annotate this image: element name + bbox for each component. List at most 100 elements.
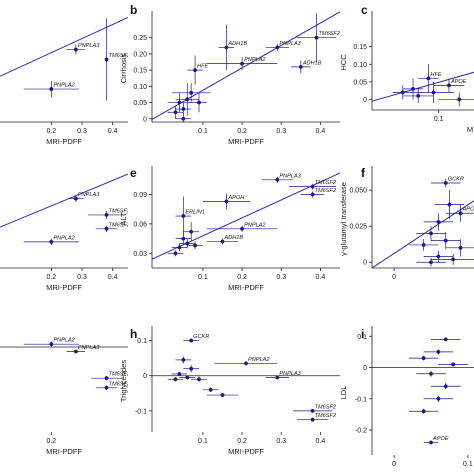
x-axis-label: MRI-PDFF [228,283,264,292]
y-tick-label: -0.1 [355,396,367,403]
data-point [438,362,468,367]
data-point [413,81,455,103]
data-point [402,78,424,100]
x-tick-label: 0.2 [237,128,247,135]
point-marker [104,57,109,62]
x-tick-label: 0.2 [237,438,247,445]
y-tick-label: 0.1 [357,334,367,341]
x-tick-label: 0.4 [316,274,326,281]
point-marker [73,196,78,201]
data-point [423,213,454,231]
data-point [408,355,439,361]
data-point: HFE [418,64,442,93]
data-point [183,365,199,373]
data-point: PNPLA3 [68,192,100,202]
data-point [423,250,454,263]
point-marker [429,440,433,445]
data-point [175,83,199,116]
x-tick-label: 0.4 [108,128,118,135]
data-point: PNPLA3 [261,173,302,183]
data-point [167,250,184,257]
x-tick-label: 0.3 [276,274,286,281]
data-point [206,392,239,398]
point-label: HFE [197,64,208,70]
point-marker [104,376,109,381]
point-marker [275,45,280,50]
point-marker [49,239,54,244]
panel-letter: h [130,327,137,341]
x-tick-label: 0.1 [434,116,444,123]
panel-h: h0.1 0.2 0.3 0.4-0.100.1MRI-PDFFTriglycerid… [119,326,340,456]
x-tick-label: 0.3 [77,274,87,281]
data-point: HFE [187,55,209,85]
point-label: APOE [432,436,449,442]
point-marker [244,361,248,366]
data-point: PNPLA3 [66,345,100,354]
data-point [392,85,414,100]
point-marker [429,371,433,376]
data-point: PNPLA3 [265,371,302,380]
point-marker [411,86,415,91]
data-point: TM6SF2 [300,188,337,198]
x-tick-label: 0.3 [276,438,286,445]
y-tick-label: 0.025 [349,224,367,231]
x-tick-label: 0.2 [237,274,247,281]
point-marker [310,184,315,189]
point-marker [220,393,225,397]
y-tick-label: 0.15 [133,68,147,75]
panel-a: 0.2 0.3 0.4 MRI-PDFF TM6SF2 PNPLA3 PNPLA2 [0,17,128,146]
x-tick-label: 0.4 [316,128,326,135]
data-point: TM6SF2 [296,13,340,63]
point-marker [49,342,54,347]
data-point [202,387,219,392]
point-marker [181,357,186,362]
regression-line [372,200,474,269]
point-label: ADH1B [227,41,247,47]
data-point [431,337,461,342]
panel-letter: b [130,3,137,17]
point-marker [240,61,244,66]
y-tick-label: 0.15 [353,44,367,51]
data-point: TM6SF2 [293,404,337,413]
data-point: APOH [202,193,250,210]
point-label: PNPLA3 [78,345,100,351]
data-point: PNPLA2 [214,357,278,366]
data-point [416,226,446,241]
point-marker [177,245,182,250]
point-marker [208,387,213,392]
data-point: PNPLA2 [23,235,79,246]
point-marker [220,239,225,244]
point-marker [458,211,463,216]
y-tick-label: 0.1 [137,338,147,345]
data-point [445,239,474,257]
y-tick-label: -0.2 [355,428,367,435]
point-marker [436,396,441,401]
regression-line [372,71,474,102]
data-point [416,257,446,267]
y-tick-label: 0.03 [133,251,147,258]
point-marker [193,243,197,248]
data-point [167,105,184,119]
point-marker [421,409,426,414]
y-axis-label: Triglycerides [119,360,128,402]
point-marker [443,384,448,389]
x-axis-label: M [467,125,473,134]
y-tick-label: 0 [143,373,147,380]
point-label: ADH1B [302,60,322,66]
point-label: APOH [462,207,474,213]
point-marker [447,202,452,207]
point-marker [177,372,182,376]
point-marker [443,181,448,185]
panel-letter: c [361,3,368,17]
point-marker [185,241,190,246]
point-marker [49,87,54,91]
point-marker [185,375,190,380]
data-point [423,349,454,355]
point-marker [181,214,186,218]
data-point [175,356,192,364]
data-point: ADH1B [206,235,243,245]
point-label: TM6SF2 [315,188,337,194]
